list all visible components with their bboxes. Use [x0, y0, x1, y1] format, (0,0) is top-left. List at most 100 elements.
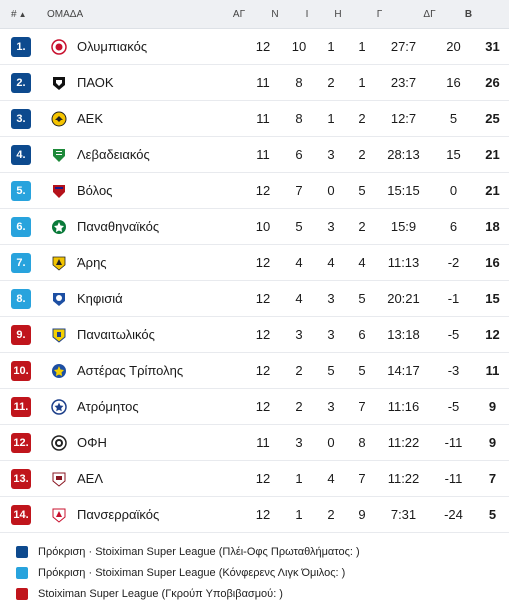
- team-name[interactable]: Ατρόμητος: [77, 399, 139, 414]
- games-played: 12: [255, 399, 271, 414]
- losses: 2: [358, 147, 366, 162]
- header-dg[interactable]: ΔΓ: [423, 8, 436, 20]
- team-name[interactable]: Βόλος: [77, 183, 113, 198]
- goal-difference: -11: [444, 471, 463, 486]
- goals: 12:7: [390, 111, 417, 126]
- goal-difference: -5: [447, 399, 460, 414]
- header-n[interactable]: Ν: [271, 8, 279, 20]
- position-cell: 3.: [0, 108, 47, 129]
- losses: 9: [358, 507, 366, 522]
- losses: 6: [358, 327, 366, 342]
- wins: 3: [295, 435, 303, 450]
- team-name[interactable]: Αστέρας Τρίπολης: [77, 363, 184, 378]
- goals: 13:18: [387, 327, 420, 342]
- legend-item: Stoiximan Super League (Γκρούπ Υποβιβασμ…: [16, 583, 360, 604]
- points: 26: [485, 75, 500, 90]
- position-cell: 8.: [0, 288, 47, 309]
- goals: 27:7: [390, 39, 417, 54]
- panathinaikos-logo: [47, 219, 71, 235]
- games-played: 11: [256, 111, 270, 126]
- points: 9: [488, 399, 497, 414]
- team-name[interactable]: Πανσερραϊκός: [77, 507, 160, 522]
- position-cell: 11.: [0, 396, 47, 417]
- table-row[interactable]: 3. ΑΕΚ 11 8 1 2 12:7 5 25: [0, 101, 509, 137]
- table-row[interactable]: 6. Παναθηναϊκός 10 5 3 2 15:9 6 18: [0, 209, 509, 245]
- ael-logo: [47, 471, 71, 487]
- table-header: # ▲ ΟΜΑΔΑ ΑΓ Ν Ι Η Γ ΔΓ Β: [0, 0, 509, 29]
- team-name[interactable]: ΟΦΗ: [77, 435, 107, 450]
- draws: 5: [327, 363, 335, 378]
- table-row[interactable]: 4. Λεβαδειακός 11 6 3 2 28:13 15 21: [0, 137, 509, 173]
- draws: 3: [327, 219, 335, 234]
- table-row[interactable]: 7. Άρης 12 4 4 4 11:13 -2 16: [0, 245, 509, 281]
- draws: 1: [327, 111, 335, 126]
- losses: 8: [358, 435, 366, 450]
- draws: 0: [327, 435, 335, 450]
- position-badge: 7.: [11, 252, 31, 273]
- team-name[interactable]: ΠΑΟΚ: [77, 75, 114, 90]
- table-row[interactable]: 2. ΠΑΟΚ 11 8 2 1 23:7 16 26: [0, 65, 509, 101]
- table-row[interactable]: 9. Παναιτωλικός 12 3 3 6 13:18 -5 12: [0, 317, 509, 353]
- header-g[interactable]: Γ: [376, 8, 383, 20]
- points: 21: [485, 183, 500, 198]
- position-badge: 1.: [11, 36, 31, 57]
- goals: 15:9: [390, 219, 417, 234]
- header-h[interactable]: Η: [334, 8, 342, 20]
- table-row[interactable]: 14. Πανσερραϊκός 12 1 2 9 7:31 -24 5: [0, 497, 509, 533]
- header-ag[interactable]: ΑΓ: [232, 8, 246, 20]
- goal-difference: -2: [447, 255, 460, 270]
- position-cell: 10.: [0, 360, 47, 381]
- team-name[interactable]: ΑΕΛ: [77, 471, 104, 486]
- levadiakos-logo: [47, 147, 71, 163]
- goals: 15:15: [387, 183, 420, 198]
- goal-difference: 0: [449, 183, 458, 198]
- header-i[interactable]: Ι: [305, 8, 309, 20]
- team-name[interactable]: Λεβαδειακός: [77, 147, 150, 162]
- wins: 10: [291, 39, 307, 54]
- wins: 8: [295, 75, 303, 90]
- table-row[interactable]: 5. Βόλος 12 7 0 5 15:15 0 21: [0, 173, 509, 209]
- position-cell: 13.: [0, 468, 47, 489]
- table-row[interactable]: 13. ΑΕΛ 12 1 4 7 11:22 -11 7: [0, 461, 509, 497]
- standings-table: # ▲ ΟΜΑΔΑ ΑΓ Ν Ι Η Γ ΔΓ Β 1. Ολυμπιακός 12 1…: [0, 0, 509, 533]
- games-played: 11: [256, 147, 270, 162]
- position-badge: 8.: [11, 288, 31, 309]
- team-name[interactable]: Κηφισιά: [77, 291, 123, 306]
- goal-difference: -1: [447, 291, 460, 306]
- team-name[interactable]: Άρης: [77, 255, 107, 270]
- team-name[interactable]: Παναιτωλικός: [77, 327, 155, 342]
- team-name[interactable]: Ολυμπιακός: [77, 39, 148, 54]
- goals: 23:7: [390, 75, 417, 90]
- games-played: 12: [255, 39, 271, 54]
- position-badge: 13.: [11, 468, 31, 489]
- position-badge: 11.: [11, 396, 31, 417]
- draws: 3: [327, 291, 335, 306]
- table-row[interactable]: 10. Αστέρας Τρίπολης 12 2 5 5 14:17 -3 11: [0, 353, 509, 389]
- draws: 2: [327, 507, 335, 522]
- table-row[interactable]: 1. Ολυμπιακός 12 10 1 1 27:7 20 31: [0, 29, 509, 65]
- position-cell: 2.: [0, 72, 47, 93]
- losses: 5: [358, 183, 366, 198]
- draws: 3: [327, 327, 335, 342]
- header-pos[interactable]: # ▲: [0, 9, 47, 20]
- kifisia-logo: [47, 291, 71, 307]
- header-b[interactable]: Β: [464, 8, 473, 20]
- aris-logo: [47, 255, 71, 271]
- wins: 2: [295, 399, 303, 414]
- header-team[interactable]: ΟΜΑΔΑ: [47, 8, 84, 20]
- position-badge: 4.: [11, 144, 31, 165]
- legend-label: Stoiximan Super League (Γκρούπ Υποβιβασμ…: [38, 587, 283, 600]
- team-name[interactable]: Παναθηναϊκός: [77, 219, 160, 234]
- games-played: 12: [255, 471, 271, 486]
- position-badge: 10.: [11, 360, 31, 381]
- team-name[interactable]: ΑΕΚ: [77, 111, 104, 126]
- table-row[interactable]: 11. Ατρόμητος 12 2 3 7 11:16 -5 9: [0, 389, 509, 425]
- table-row[interactable]: 12. ΟΦΗ 11 3 0 8 11:22 -11 9: [0, 425, 509, 461]
- legend-color-swatch: [16, 587, 28, 600]
- table-row[interactable]: 8. Κηφισιά 12 4 3 5 20:21 -1 15: [0, 281, 509, 317]
- goal-difference: 20: [446, 39, 461, 54]
- wins: 3: [295, 327, 303, 342]
- position-badge: 14.: [11, 504, 31, 525]
- goal-difference: 5: [449, 111, 458, 126]
- position-cell: 4.: [0, 144, 47, 165]
